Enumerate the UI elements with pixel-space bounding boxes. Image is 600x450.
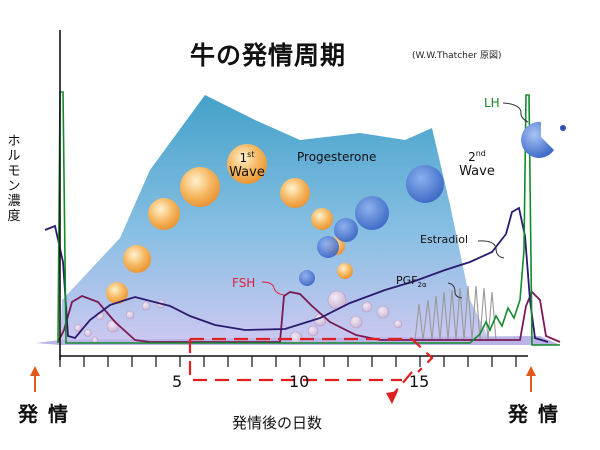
bracket-arrowhead bbox=[386, 391, 398, 404]
estradiol-pointer bbox=[477, 240, 505, 259]
x-axis-label: 発情後の日数 bbox=[232, 414, 323, 432]
progesterone-area bbox=[60, 95, 492, 345]
estradiol-line bbox=[44, 206, 549, 343]
progesterone-label: Progesterone bbox=[297, 150, 377, 164]
second-wave-ordinal: nd bbox=[475, 149, 486, 158]
first-wave-word: Wave bbox=[229, 165, 265, 180]
dashed-bracket bbox=[188, 337, 434, 399]
fsh-line bbox=[57, 290, 561, 343]
second-wave-word: Wave bbox=[459, 164, 495, 179]
estrus-arrow-right bbox=[526, 366, 536, 392]
y-axis-label: ホルモン濃度 bbox=[7, 134, 21, 224]
x-tick-label: 10 bbox=[289, 372, 310, 391]
fsh-pointer bbox=[261, 281, 285, 296]
pgf-label-subscript: 2α bbox=[417, 281, 427, 290]
lh-pulse-glyph bbox=[521, 121, 554, 158]
pgf-pointer bbox=[447, 282, 463, 299]
estradiol-label: Estradiol bbox=[420, 233, 469, 246]
lh-pulse-dot bbox=[560, 125, 566, 131]
first-wave-label: 1st Wave bbox=[226, 150, 268, 180]
first-wave-follicles bbox=[106, 144, 353, 304]
x-tick-label: 15 bbox=[409, 372, 430, 391]
lh-label: LH bbox=[484, 96, 500, 110]
first-wave-number: 1 bbox=[239, 151, 248, 165]
pgf-label-main: PGF bbox=[396, 274, 418, 287]
second-wave-number: 2 bbox=[468, 150, 476, 164]
lh-line bbox=[57, 91, 560, 346]
x-tick-label: 5 bbox=[172, 372, 183, 391]
lh-pointer bbox=[502, 102, 529, 123]
fsh-label: FSH bbox=[232, 276, 256, 290]
x-minor-ticks bbox=[59, 356, 517, 367]
diagram-title: 牛の発情周期 bbox=[190, 41, 347, 70]
first-wave-ordinal: st bbox=[247, 150, 255, 159]
second-wave-follicles bbox=[299, 165, 444, 286]
pgf-label: PGF2α bbox=[396, 274, 427, 289]
estrus-label-left: 発情 bbox=[18, 402, 78, 426]
estrus-arrow-left bbox=[30, 366, 40, 392]
estrus-label-right: 発情 bbox=[508, 402, 568, 426]
source-credit: (W.W.Thatcher 原図) bbox=[412, 51, 502, 61]
second-wave-label: 2nd Wave bbox=[456, 149, 498, 179]
